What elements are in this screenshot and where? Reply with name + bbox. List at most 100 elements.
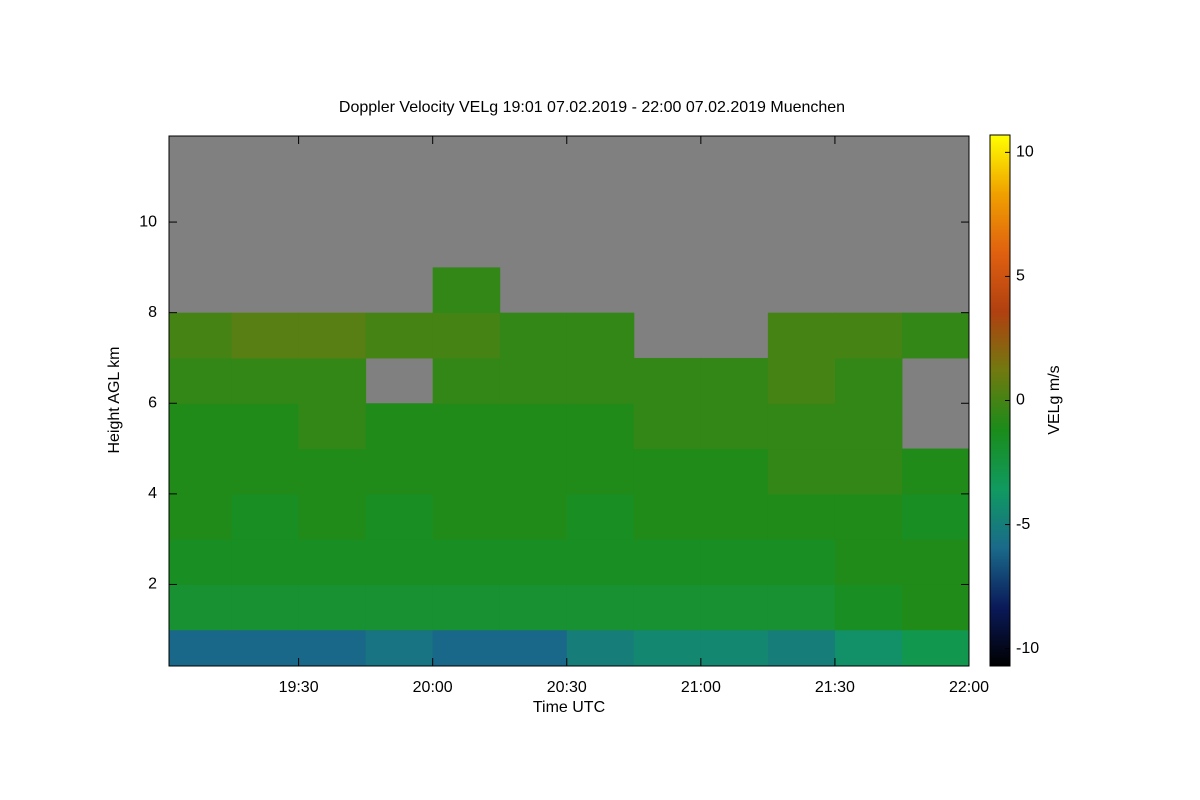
- heatmap-cell: [633, 403, 702, 450]
- heatmap-cell: [633, 539, 702, 585]
- heatmap-cell: [834, 539, 903, 585]
- y-tick-label: 10: [139, 213, 157, 230]
- heatmap-cell: [169, 539, 233, 585]
- heatmap-cell: [767, 539, 836, 585]
- heatmap-cell: [298, 493, 367, 540]
- heatmap-cell: [566, 629, 635, 667]
- heatmap-cell: [633, 357, 702, 404]
- heatmap-cell: [767, 629, 836, 667]
- heatmap-cell: [633, 584, 702, 631]
- heatmap-cell: [432, 629, 501, 667]
- y-tick-label: 8: [148, 304, 157, 321]
- heatmap-cell: [169, 584, 233, 631]
- heatmap-cell: [834, 403, 903, 450]
- heatmap-cell: [700, 493, 769, 540]
- heatmap-cell: [901, 584, 970, 631]
- heatmap-cell: [834, 493, 903, 540]
- colorbar-label: VELg m/s: [1046, 365, 1063, 434]
- heatmap-cell: [169, 448, 233, 495]
- heatmap-cell: [499, 629, 568, 667]
- heatmap-cell: [499, 493, 568, 540]
- heatmap-cell: [566, 584, 635, 631]
- heatmap-cell: [767, 312, 836, 359]
- heatmap-cell: [298, 539, 367, 585]
- heatmap-cell: [169, 493, 233, 540]
- heatmap-cell: [365, 539, 434, 585]
- heatmap-cell: [365, 403, 434, 450]
- heatmap-cell: [432, 493, 501, 540]
- heatmap-cell: [901, 629, 970, 667]
- colorbar-tick-label: -10: [1016, 640, 1039, 657]
- x-tick-label: 20:00: [413, 679, 453, 696]
- colorbar-tick-label: 5: [1016, 268, 1025, 285]
- heatmap-cell: [633, 493, 702, 540]
- x-tick-label: 22:00: [949, 679, 989, 696]
- heatmap-cell: [767, 357, 836, 404]
- heatmap-cell: [432, 584, 501, 631]
- heatmap-cell: [700, 584, 769, 631]
- heatmap-cell: [231, 493, 300, 540]
- heatmap-cell: [298, 357, 367, 404]
- heatmap-cell: [566, 493, 635, 540]
- heatmap-cell: [365, 584, 434, 631]
- heatmap-cell: [834, 584, 903, 631]
- heatmap-cell: [700, 448, 769, 495]
- heatmap-cell: [700, 539, 769, 585]
- heatmap-cell: [499, 584, 568, 631]
- heatmap-cell: [432, 539, 501, 585]
- colorbar-tick-label: -5: [1016, 516, 1030, 533]
- heatmap-cell: [365, 448, 434, 495]
- heatmap-cell: [566, 403, 635, 450]
- heatmap-cell: [231, 448, 300, 495]
- y-tick-label: 2: [148, 576, 157, 593]
- colorbar-tick-label: 0: [1016, 392, 1025, 409]
- heatmap-cell: [169, 357, 233, 404]
- plot-frame: [168, 135, 970, 667]
- heatmap-cell: [834, 629, 903, 667]
- heatmap-cell: [169, 403, 233, 450]
- heatmap-cell: [566, 312, 635, 359]
- heatmap-cell: [499, 357, 568, 404]
- heatmap-cell: [834, 357, 903, 404]
- heatmap-cell: [432, 357, 501, 404]
- heatmap-cell: [231, 539, 300, 585]
- heatmap-cell: [901, 539, 970, 585]
- heatmap-cell: [901, 448, 970, 495]
- heatmap-cell: [700, 357, 769, 404]
- heatmap-cell: [834, 448, 903, 495]
- heatmap-cell: [499, 312, 568, 359]
- heatmap-cell: [365, 312, 434, 359]
- heatmap-cell: [432, 448, 501, 495]
- heatmap-cell: [633, 629, 702, 667]
- heatmap-cell: [767, 448, 836, 495]
- x-tick-label: 20:30: [547, 679, 587, 696]
- heatmap-cell: [231, 312, 300, 359]
- y-axis-label: Height AGL km: [106, 346, 123, 453]
- heatmap-cell: [767, 584, 836, 631]
- y-tick-label: 4: [148, 485, 157, 502]
- heatmap-cell: [432, 403, 501, 450]
- y-tick-label: 6: [148, 394, 157, 411]
- heatmap-cell: [901, 493, 970, 540]
- x-tick-label: 21:00: [681, 679, 721, 696]
- heatmap-cell: [499, 448, 568, 495]
- heatmap-cell: [767, 493, 836, 540]
- x-tick-label: 19:30: [279, 679, 319, 696]
- heatmap-cell: [499, 403, 568, 450]
- heatmap-cell: [298, 448, 367, 495]
- heatmap-cell: [633, 448, 702, 495]
- heatmap-cell: [231, 584, 300, 631]
- heatmap-cell: [767, 403, 836, 450]
- heatmap-cell: [901, 312, 970, 359]
- colorbar-tick-label: 10: [1016, 144, 1034, 161]
- heatmap-cell: [700, 403, 769, 450]
- heatmap-cell: [432, 312, 501, 359]
- heatmap-cell: [365, 629, 434, 667]
- heatmap-cell: [566, 357, 635, 404]
- heatmap-cell: [169, 312, 233, 359]
- x-tick-label: 21:30: [815, 679, 855, 696]
- heatmap-cell: [231, 403, 300, 450]
- x-axis-label: Time UTC: [533, 699, 605, 716]
- heatmap-cell: [432, 267, 501, 314]
